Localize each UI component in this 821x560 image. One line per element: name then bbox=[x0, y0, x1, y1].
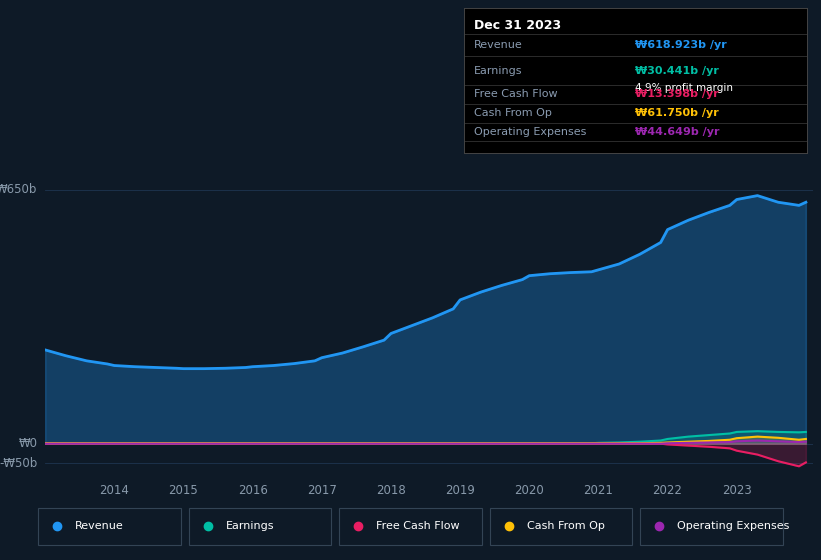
Text: ₩44.649b /yr: ₩44.649b /yr bbox=[635, 127, 720, 137]
FancyBboxPatch shape bbox=[339, 507, 482, 545]
Text: Operating Expenses: Operating Expenses bbox=[475, 127, 586, 137]
FancyBboxPatch shape bbox=[489, 507, 632, 545]
FancyBboxPatch shape bbox=[189, 507, 332, 545]
Text: 4.9% profit margin: 4.9% profit margin bbox=[635, 83, 733, 93]
Text: Revenue: Revenue bbox=[475, 40, 523, 50]
Text: Revenue: Revenue bbox=[76, 521, 124, 531]
Text: ₩618.923b /yr: ₩618.923b /yr bbox=[635, 40, 727, 50]
Text: Dec 31 2023: Dec 31 2023 bbox=[475, 18, 562, 31]
Text: ₩61.750b /yr: ₩61.750b /yr bbox=[635, 108, 719, 118]
FancyBboxPatch shape bbox=[38, 507, 181, 545]
Text: ₩13.398b /yr: ₩13.398b /yr bbox=[635, 90, 719, 99]
Text: Earnings: Earnings bbox=[475, 66, 523, 76]
Text: Operating Expenses: Operating Expenses bbox=[677, 521, 790, 531]
Text: Cash From Op: Cash From Op bbox=[526, 521, 604, 531]
FancyBboxPatch shape bbox=[640, 507, 783, 545]
Text: ₩650b: ₩650b bbox=[0, 183, 38, 196]
Text: ₩0: ₩0 bbox=[19, 437, 38, 450]
Text: Free Cash Flow: Free Cash Flow bbox=[475, 90, 557, 99]
Text: Free Cash Flow: Free Cash Flow bbox=[376, 521, 460, 531]
Text: ₩30.441b /yr: ₩30.441b /yr bbox=[635, 66, 719, 76]
Text: Earnings: Earnings bbox=[226, 521, 274, 531]
Text: Cash From Op: Cash From Op bbox=[475, 108, 552, 118]
Text: -₩50b: -₩50b bbox=[0, 456, 38, 470]
